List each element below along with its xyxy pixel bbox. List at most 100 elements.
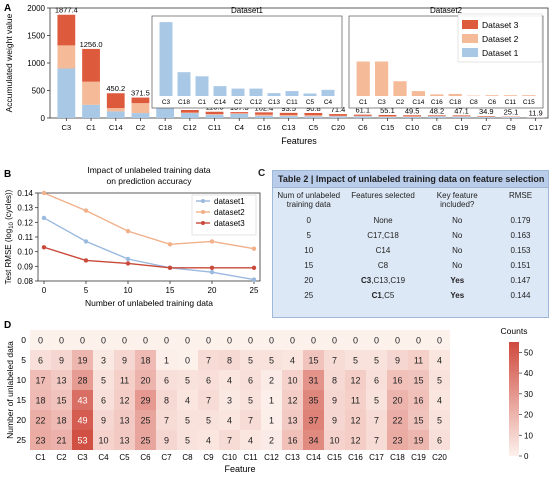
heatmap-cell xyxy=(93,330,114,350)
heatmap-value: 10 xyxy=(287,376,297,386)
table-header: Features selected xyxy=(351,191,415,200)
x-tick-label: C20 xyxy=(331,123,345,132)
heatmap-cell xyxy=(30,350,51,370)
inset-bar xyxy=(213,86,227,96)
bar-segment xyxy=(205,114,224,118)
heatmap-cell xyxy=(198,430,219,450)
bar-segment xyxy=(255,115,273,118)
heatmap-cell xyxy=(408,410,429,430)
panel-d-heatmap: D 0 0 0 0 0 0 0 0 0 0 0 0 0 0 0 0 0 0 0 006 9 19 3 9 18 1 0 7 8 5 5 4 15… xyxy=(4,320,533,474)
bar-segment xyxy=(353,114,372,116)
heatmap-value: 3 xyxy=(227,396,232,406)
heatmap-cell xyxy=(219,350,240,370)
bar-segment xyxy=(477,116,496,117)
heatmap-value: 13 xyxy=(119,436,129,446)
inset-bar xyxy=(303,93,317,96)
bar-segment xyxy=(304,115,323,117)
inset-tick-label: C12 xyxy=(250,99,262,106)
heatmap-cell xyxy=(51,370,72,390)
table-grid: Num of unlabeled training data Features … xyxy=(273,188,548,303)
heatmap-cell xyxy=(303,370,324,390)
heatmap-value: 0 xyxy=(80,336,85,346)
bar-segment xyxy=(205,111,224,115)
inset-tick-label: C2 xyxy=(396,99,405,106)
x-tick-label: C11 xyxy=(243,453,258,462)
heatmap-value: 0 xyxy=(101,336,106,346)
x-tick-label: C13 xyxy=(282,123,296,132)
heatmap-value: 43 xyxy=(77,396,87,406)
heatmap-value: 5 xyxy=(353,356,358,366)
bar-total-label: 450.2 xyxy=(106,84,125,93)
colorbar-label: Counts xyxy=(501,326,528,336)
heatmap-value: 53 xyxy=(77,436,87,446)
heatmap-cell xyxy=(72,410,93,430)
bar-total-label: 25.1 xyxy=(504,108,519,117)
heatmap-value: 7 xyxy=(206,356,211,366)
inset-title: Dataset1 xyxy=(231,6,264,15)
cell-features-rest: C14 xyxy=(375,246,391,255)
x-tick-label: C11 xyxy=(208,123,221,132)
cell-key-included: No xyxy=(452,216,463,225)
heatmap-value: 7 xyxy=(227,436,232,446)
series-point xyxy=(167,242,173,247)
heatmap-value: 5 xyxy=(269,356,274,366)
heatmap-value: 4 xyxy=(290,356,295,366)
heatmap-cell xyxy=(51,390,72,410)
heatmap-value: 0 xyxy=(437,336,442,346)
series-point xyxy=(41,245,47,250)
cell-key-included: No xyxy=(452,231,463,240)
heatmap-cell xyxy=(366,390,387,410)
series-point xyxy=(251,277,257,282)
heatmap-value: 12 xyxy=(350,436,360,446)
series-line xyxy=(43,217,255,281)
heatmap-value: 18 xyxy=(35,396,45,406)
table-header: RMSE xyxy=(508,191,533,200)
heatmap-cell xyxy=(408,370,429,390)
heatmap-value: 7 xyxy=(374,436,379,446)
inset-bar xyxy=(177,72,191,96)
inset-bar xyxy=(411,91,426,96)
x-axis-label: Feature xyxy=(224,464,255,474)
x-tick-label: C5 xyxy=(119,453,130,462)
heatmap-cell xyxy=(387,390,408,410)
x-tick-label: C4 xyxy=(234,123,244,132)
inset-bar xyxy=(430,94,444,96)
heatmap-value: 0 xyxy=(416,336,421,346)
cell-num: 25 xyxy=(304,291,314,300)
y-axis-label-part: Test RMSE (log xyxy=(4,229,13,285)
bar-total-label: 71.4 xyxy=(331,105,346,114)
x-tick-label: C3 xyxy=(62,123,72,132)
series-line xyxy=(43,246,254,269)
cell-num: 5 xyxy=(306,231,311,240)
heatmap-value: 25 xyxy=(140,436,150,446)
heatmap-cell xyxy=(387,350,408,370)
cell-features-rest: C8 xyxy=(377,261,389,270)
x-tick-label: C5 xyxy=(309,123,319,132)
cell-num: 15 xyxy=(304,261,314,270)
legend-marker xyxy=(201,221,205,225)
x-tick-label: C9 xyxy=(203,453,214,462)
heatmap-value: 6 xyxy=(206,376,211,386)
series-point xyxy=(125,261,131,266)
heatmap-value: 7 xyxy=(332,356,337,366)
heatmap-value: 2 xyxy=(269,376,274,386)
heatmap-cell xyxy=(93,430,114,450)
heatmap-cell xyxy=(135,370,156,390)
legend-swatch xyxy=(462,20,478,29)
inset-tick-label: C4 xyxy=(324,99,333,106)
bar-segment xyxy=(329,115,347,117)
bar-segment xyxy=(427,116,446,118)
cell-features: None xyxy=(345,213,422,228)
bar-segment xyxy=(106,108,125,112)
colorbar-tick-label: 0 xyxy=(524,452,529,461)
heatmap-value: 0 xyxy=(122,336,127,346)
bar-segment xyxy=(353,115,372,117)
series-point xyxy=(209,239,215,244)
cell-key-included: Yes xyxy=(450,291,465,300)
heatmap-value: 0 xyxy=(143,336,148,346)
inset-tick-label: C8 xyxy=(469,99,478,106)
heatmap-cell xyxy=(135,350,156,370)
heatmap-cell xyxy=(240,430,261,450)
heatmap-value: 16 xyxy=(413,396,423,406)
heatmap-cell xyxy=(324,430,345,450)
